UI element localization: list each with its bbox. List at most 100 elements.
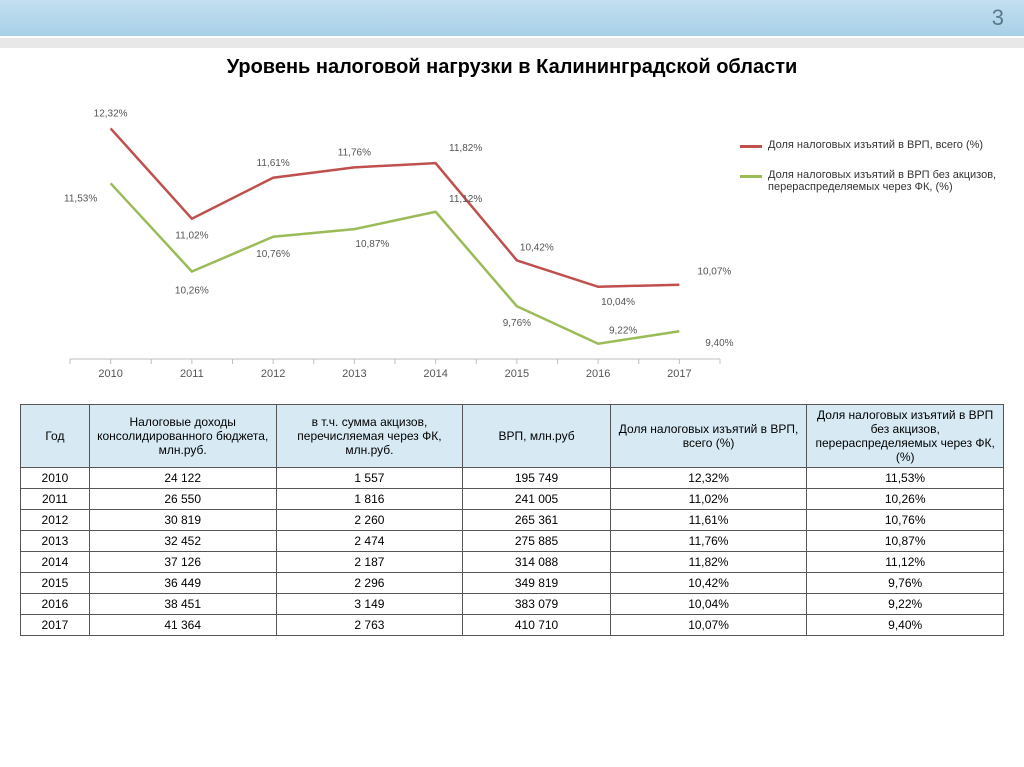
legend-swatch (740, 145, 762, 148)
svg-text:12,32%: 12,32% (94, 108, 128, 119)
table-header-cell: Налоговые доходы консолидированного бюдж… (89, 405, 276, 468)
table-cell: 11,12% (807, 552, 1004, 573)
table-cell: 2013 (21, 531, 90, 552)
data-table-wrap: ГодНалоговые доходы консолидированного б… (0, 394, 1024, 636)
table-cell: 3 149 (276, 594, 463, 615)
legend-label: Доля налоговых изъятий в ВРП, всего (%) (768, 139, 983, 151)
table-cell: 2 296 (276, 573, 463, 594)
svg-text:11,12%: 11,12% (449, 194, 482, 205)
table-row: 201230 8192 260265 36111,61%10,76% (21, 510, 1004, 531)
svg-text:2015: 2015 (505, 368, 529, 380)
slide-header: 3 (0, 0, 1024, 36)
data-table: ГодНалоговые доходы консолидированного б… (20, 404, 1004, 636)
table-row: 201536 4492 296349 81910,42%9,76% (21, 573, 1004, 594)
chart-area: 2010 2011 2012 2013 2014 2015 2016 2017 12,32% 11… (0, 89, 1024, 394)
table-header-cell: Доля налоговых изъятий в ВРП без акцизов… (807, 405, 1004, 468)
sub-bar (0, 38, 1024, 48)
svg-text:9,22%: 9,22% (609, 326, 637, 337)
table-cell: 241 005 (463, 489, 610, 510)
table-cell: 2 260 (276, 510, 463, 531)
table-row: 201332 4522 474275 88511,76%10,87% (21, 531, 1004, 552)
table-cell: 383 079 (463, 594, 610, 615)
table-header-cell: ВРП, млн.руб (463, 405, 610, 468)
table-cell: 38 451 (89, 594, 276, 615)
table-cell: 10,07% (610, 615, 807, 636)
table-header-cell: в т.ч. сумма акцизов, перечисляемая чере… (276, 405, 463, 468)
table-cell: 2010 (21, 468, 90, 489)
table-cell: 11,02% (610, 489, 807, 510)
table-cell: 11,82% (610, 552, 807, 573)
table-row: 201437 1262 187314 08811,82%11,12% (21, 552, 1004, 573)
table-cell: 24 122 (89, 468, 276, 489)
table-cell: 10,04% (610, 594, 807, 615)
table-cell: 265 361 (463, 510, 610, 531)
svg-text:11,76%: 11,76% (338, 147, 371, 158)
table-cell: 349 819 (463, 573, 610, 594)
svg-text:11,61%: 11,61% (257, 158, 290, 169)
table-cell: 30 819 (89, 510, 276, 531)
svg-text:2014: 2014 (423, 368, 447, 380)
table-cell: 195 749 (463, 468, 610, 489)
legend-label: Доля налоговых изъятий в ВРП без акцизов… (768, 169, 1004, 193)
svg-text:2010: 2010 (98, 368, 122, 380)
table-cell: 36 449 (89, 573, 276, 594)
slide-title: Уровень налоговой нагрузки в Калининград… (0, 56, 1024, 79)
table-cell: 2 763 (276, 615, 463, 636)
table-cell: 2016 (21, 594, 90, 615)
table-cell: 10,76% (807, 510, 1004, 531)
table-row: 201126 5501 816241 00511,02%10,26% (21, 489, 1004, 510)
table-cell: 32 452 (89, 531, 276, 552)
table-cell: 12,32% (610, 468, 807, 489)
table-row: 201024 1221 557195 74912,32%11,53% (21, 468, 1004, 489)
svg-text:10,26%: 10,26% (175, 286, 209, 297)
table-cell: 41 364 (89, 615, 276, 636)
table-cell: 314 088 (463, 552, 610, 573)
table-cell: 2015 (21, 573, 90, 594)
table-cell: 2014 (21, 552, 90, 573)
table-cell: 1 557 (276, 468, 463, 489)
svg-text:2013: 2013 (342, 368, 366, 380)
table-cell: 26 550 (89, 489, 276, 510)
legend-item: Доля налоговых изъятий в ВРП, всего (%) (740, 139, 1004, 151)
table-cell: 2012 (21, 510, 90, 531)
svg-text:2012: 2012 (261, 368, 285, 380)
table-header-cell: Год (21, 405, 90, 468)
table-cell: 9,40% (807, 615, 1004, 636)
svg-text:2011: 2011 (180, 368, 204, 380)
table-cell: 2 187 (276, 552, 463, 573)
table-cell: 9,22% (807, 594, 1004, 615)
table-cell: 2011 (21, 489, 90, 510)
svg-text:10,04%: 10,04% (601, 297, 635, 308)
table-cell: 275 885 (463, 531, 610, 552)
svg-text:10,42%: 10,42% (520, 242, 554, 253)
table-cell: 2 474 (276, 531, 463, 552)
line-chart: 2010 2011 2012 2013 2014 2015 2016 2017 12,32% 11… (20, 89, 740, 394)
legend-swatch (740, 175, 762, 178)
table-cell: 1 816 (276, 489, 463, 510)
table-cell: 11,76% (610, 531, 807, 552)
svg-text:10,76%: 10,76% (256, 249, 290, 260)
legend-item: Доля налоговых изъятий в ВРП без акцизов… (740, 169, 1004, 193)
table-cell: 10,42% (610, 573, 807, 594)
svg-text:11,82%: 11,82% (449, 143, 482, 154)
table-cell: 37 126 (89, 552, 276, 573)
legend: Доля налоговых изъятий в ВРП, всего (%) Д… (740, 89, 1004, 394)
table-header-cell: Доля налоговых изъятий в ВРП, всего (%) (610, 405, 807, 468)
table-cell: 410 710 (463, 615, 610, 636)
table-row: 201638 4513 149383 07910,04%9,22% (21, 594, 1004, 615)
table-cell: 11,61% (610, 510, 807, 531)
table-cell: 9,76% (807, 573, 1004, 594)
svg-text:9,76%: 9,76% (503, 318, 531, 329)
svg-text:10,87%: 10,87% (355, 239, 389, 250)
table-cell: 10,26% (807, 489, 1004, 510)
table-cell: 10,87% (807, 531, 1004, 552)
table-cell: 2017 (21, 615, 90, 636)
svg-text:9,40%: 9,40% (705, 338, 733, 349)
svg-text:2016: 2016 (586, 368, 610, 380)
table-row: 201741 3642 763410 71010,07%9,40% (21, 615, 1004, 636)
page-number: 3 (992, 5, 1004, 31)
svg-text:10,07%: 10,07% (697, 267, 731, 278)
table-cell: 11,53% (807, 468, 1004, 489)
svg-text:2017: 2017 (667, 368, 691, 380)
svg-text:11,53%: 11,53% (64, 193, 97, 204)
